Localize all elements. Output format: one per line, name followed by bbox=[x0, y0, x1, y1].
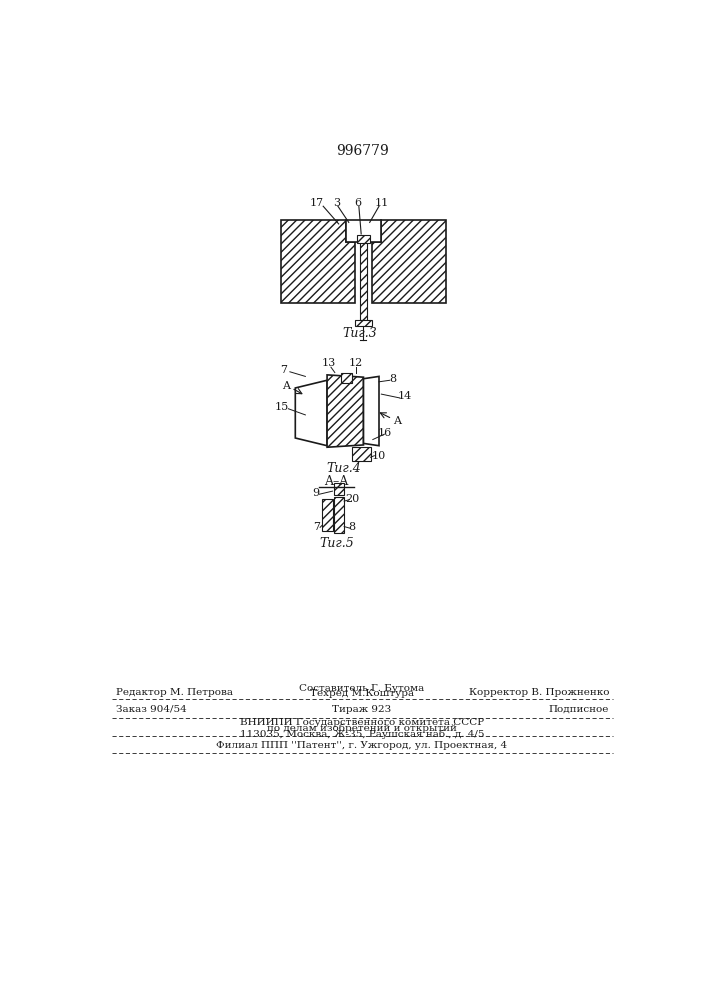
Text: 7: 7 bbox=[280, 365, 287, 375]
Text: Заказ 904/54: Заказ 904/54 bbox=[115, 705, 186, 714]
Text: 113035, Москва, Ж-35, Раушская наб., д. 4/5: 113035, Москва, Ж-35, Раушская наб., д. … bbox=[240, 730, 484, 739]
Text: 17: 17 bbox=[310, 198, 324, 208]
Text: Тираж 923: Тираж 923 bbox=[332, 705, 392, 714]
Bar bbox=[346, 220, 380, 242]
Polygon shape bbox=[334, 483, 344, 495]
Text: Τиг.4: Τиг.4 bbox=[327, 462, 361, 475]
Bar bbox=[352, 447, 371, 461]
Text: 6: 6 bbox=[354, 198, 362, 208]
Text: 3: 3 bbox=[333, 198, 340, 208]
Text: 12: 12 bbox=[349, 358, 363, 368]
Text: ВНИИПИ Государственного комитета СССР: ВНИИПИ Государственного комитета СССР bbox=[240, 718, 484, 727]
Polygon shape bbox=[334, 497, 344, 533]
Text: Τиг.3: Τиг.3 bbox=[342, 327, 377, 340]
Text: 15: 15 bbox=[275, 402, 289, 412]
Text: по делам изобретений и открытий: по делам изобретений и открытий bbox=[267, 724, 457, 733]
Bar bbox=[355, 320, 372, 326]
Text: 10: 10 bbox=[372, 451, 386, 461]
Polygon shape bbox=[327, 375, 363, 447]
Polygon shape bbox=[372, 220, 446, 303]
Text: 996779: 996779 bbox=[337, 144, 389, 158]
Text: A: A bbox=[282, 381, 290, 391]
Text: A–A: A–A bbox=[325, 475, 349, 488]
Text: 7: 7 bbox=[312, 522, 320, 532]
Bar bbox=[360, 242, 368, 320]
Polygon shape bbox=[281, 220, 355, 303]
Text: 16: 16 bbox=[378, 428, 392, 438]
Polygon shape bbox=[363, 376, 379, 446]
Text: 20: 20 bbox=[345, 494, 359, 504]
Text: Редактор М. Петрова: Редактор М. Петрова bbox=[115, 688, 233, 697]
Text: 11: 11 bbox=[374, 198, 388, 208]
Bar bbox=[341, 373, 352, 383]
Text: 13: 13 bbox=[322, 358, 336, 368]
Text: A: A bbox=[393, 416, 401, 426]
Text: Техред М.Коштура: Техред М.Коштура bbox=[310, 689, 414, 698]
Text: 8: 8 bbox=[349, 522, 356, 532]
Bar bbox=[357, 235, 370, 243]
Text: 14: 14 bbox=[397, 391, 411, 401]
Text: Подписное: Подписное bbox=[549, 705, 609, 714]
Text: Филиал ППП ''Патент'', г. Ужгород, ул. Проектная, 4: Филиал ППП ''Патент'', г. Ужгород, ул. П… bbox=[216, 741, 508, 750]
Text: Τиг.5: Τиг.5 bbox=[319, 537, 354, 550]
Text: Корректор В. Прожненко: Корректор В. Прожненко bbox=[469, 688, 609, 697]
Text: Составитель Г. Бутома: Составитель Г. Бутома bbox=[299, 684, 425, 693]
Polygon shape bbox=[296, 380, 327, 446]
Polygon shape bbox=[322, 499, 332, 531]
Text: 8: 8 bbox=[390, 374, 397, 384]
Text: 9: 9 bbox=[312, 488, 320, 498]
